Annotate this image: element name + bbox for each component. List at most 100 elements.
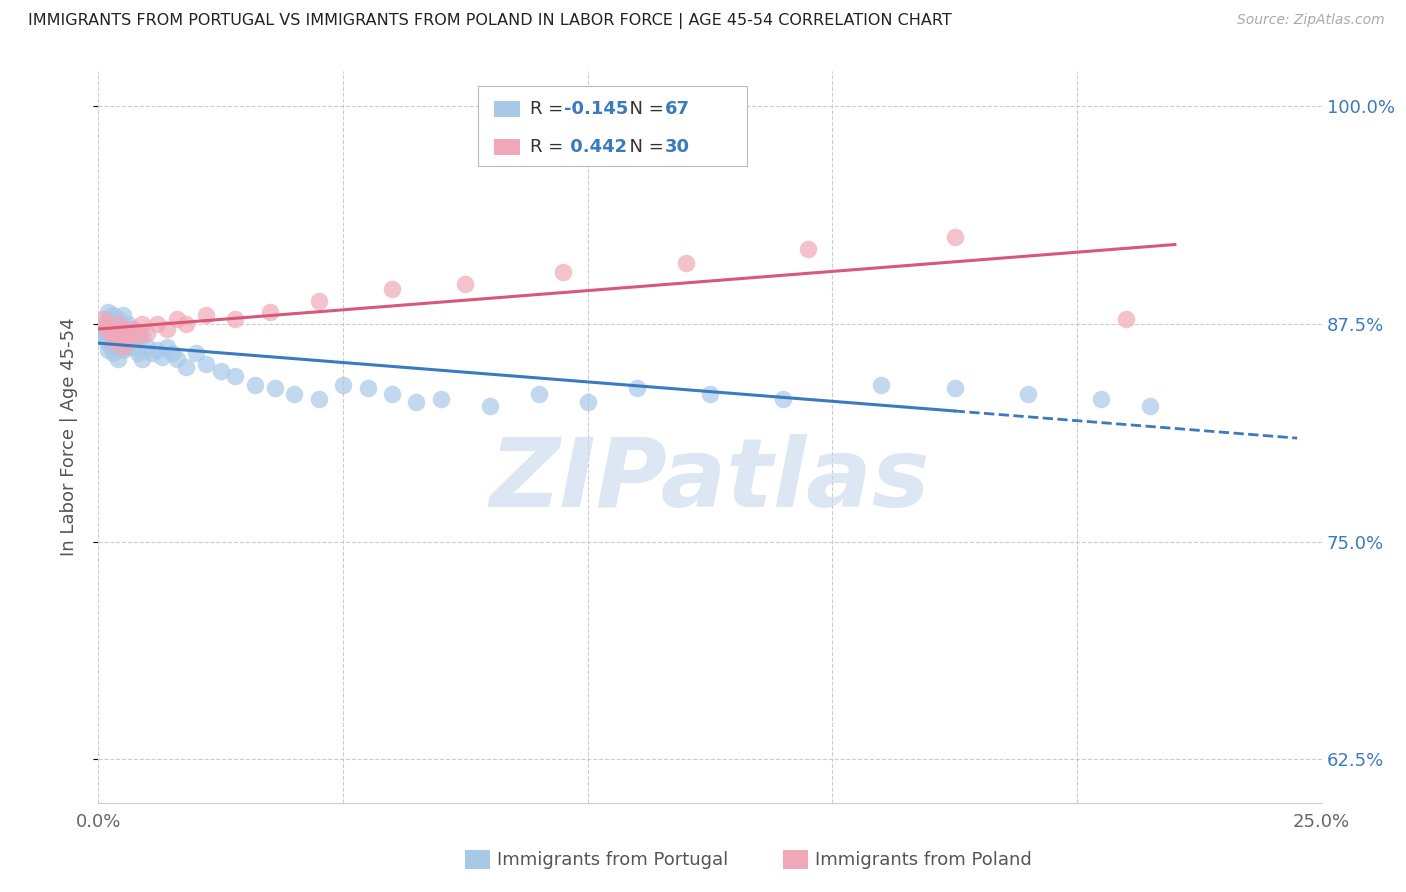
- Point: [127, 329, 149, 343]
- Y-axis label: In Labor Force | Age 45-54: In Labor Force | Age 45-54: [59, 318, 77, 557]
- FancyBboxPatch shape: [494, 139, 520, 155]
- Point: [111, 339, 134, 353]
- Point: [308, 294, 330, 309]
- Point: [91, 311, 114, 326]
- Point: [150, 350, 173, 364]
- Point: [156, 322, 179, 336]
- Point: [381, 282, 404, 296]
- Point: [127, 346, 149, 360]
- Point: [121, 322, 143, 336]
- Point: [121, 322, 143, 336]
- Point: [675, 256, 697, 270]
- Point: [121, 339, 143, 353]
- Point: [430, 392, 453, 406]
- Point: [576, 395, 599, 409]
- Point: [107, 311, 129, 326]
- Point: [101, 334, 124, 349]
- Point: [107, 351, 129, 366]
- Point: [259, 304, 281, 318]
- Point: [111, 326, 134, 340]
- Point: [117, 317, 139, 331]
- Point: [111, 308, 134, 322]
- Text: R =: R =: [530, 138, 569, 156]
- Point: [136, 326, 159, 340]
- Point: [131, 329, 153, 343]
- Text: 0.442: 0.442: [564, 138, 627, 156]
- Point: [160, 346, 183, 360]
- Point: [107, 339, 129, 353]
- Point: [131, 317, 153, 331]
- Point: [1017, 386, 1039, 401]
- Point: [699, 386, 721, 401]
- Point: [97, 317, 120, 331]
- Point: [1139, 399, 1161, 413]
- Point: [405, 395, 427, 409]
- Point: [104, 339, 127, 353]
- Point: [943, 381, 966, 395]
- Text: Source: ZipAtlas.com: Source: ZipAtlas.com: [1237, 13, 1385, 28]
- Point: [111, 343, 134, 357]
- Point: [146, 317, 169, 331]
- Point: [332, 377, 354, 392]
- Point: [870, 377, 893, 392]
- Text: R =: R =: [530, 101, 569, 119]
- FancyBboxPatch shape: [478, 86, 747, 167]
- Point: [308, 392, 330, 406]
- Text: 67: 67: [665, 101, 690, 119]
- Text: Immigrants from Poland: Immigrants from Poland: [815, 851, 1032, 869]
- Point: [91, 322, 114, 336]
- Point: [943, 229, 966, 244]
- Point: [478, 399, 501, 413]
- Point: [454, 277, 477, 291]
- Point: [136, 339, 159, 353]
- Point: [166, 351, 188, 366]
- FancyBboxPatch shape: [783, 850, 808, 869]
- Point: [94, 334, 117, 349]
- Point: [107, 317, 129, 331]
- Point: [176, 360, 198, 375]
- Point: [356, 381, 378, 395]
- Point: [141, 346, 163, 360]
- Point: [156, 339, 179, 353]
- Point: [107, 329, 129, 343]
- Point: [186, 346, 208, 360]
- Text: IMMIGRANTS FROM PORTUGAL VS IMMIGRANTS FROM POLAND IN LABOR FORCE | AGE 45-54 CO: IMMIGRANTS FROM PORTUGAL VS IMMIGRANTS F…: [28, 13, 952, 29]
- Point: [527, 386, 550, 401]
- Point: [91, 326, 114, 340]
- Point: [117, 334, 139, 349]
- Point: [127, 326, 149, 340]
- Point: [553, 265, 575, 279]
- Point: [97, 304, 120, 318]
- Point: [111, 322, 134, 336]
- Point: [110, 322, 132, 336]
- Point: [283, 386, 305, 401]
- Point: [91, 329, 114, 343]
- Point: [243, 377, 266, 392]
- Point: [224, 311, 246, 326]
- Point: [101, 346, 124, 360]
- Point: [94, 322, 117, 336]
- Point: [263, 381, 285, 395]
- Point: [772, 392, 794, 406]
- Point: [100, 339, 122, 353]
- Point: [626, 381, 648, 395]
- FancyBboxPatch shape: [465, 850, 489, 869]
- Text: N =: N =: [619, 138, 669, 156]
- Point: [195, 308, 218, 322]
- Point: [166, 311, 188, 326]
- Point: [101, 334, 124, 349]
- Point: [100, 313, 122, 327]
- Point: [107, 326, 129, 340]
- Point: [97, 311, 120, 326]
- Text: -0.145: -0.145: [564, 101, 628, 119]
- Point: [1090, 392, 1112, 406]
- Point: [381, 386, 404, 401]
- Point: [117, 339, 139, 353]
- Point: [209, 364, 232, 378]
- Point: [101, 308, 124, 322]
- Point: [104, 317, 127, 331]
- Point: [94, 317, 117, 331]
- Point: [176, 317, 198, 331]
- Point: [110, 329, 132, 343]
- Point: [117, 326, 139, 340]
